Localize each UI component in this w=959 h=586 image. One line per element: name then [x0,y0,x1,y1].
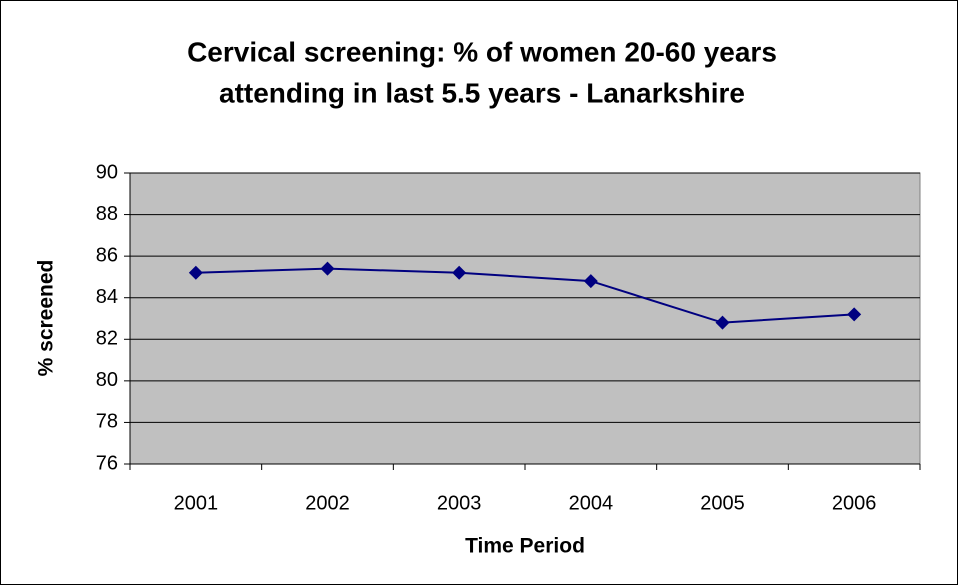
marker [847,307,862,322]
y-tick-label: 76 [96,452,118,474]
marker [188,265,203,280]
x-tick-label: 2003 [437,492,482,514]
y-tick-label: 84 [96,286,118,308]
x-tick-label: 2006 [832,492,877,514]
marker [583,274,598,289]
x-tick-label: 2005 [700,492,745,514]
x-tick-label: 2002 [305,492,350,514]
y-tick-label: 78 [96,411,118,433]
x-tick-label: 2004 [569,492,614,514]
chart-title: Cervical screening: % of women 20-60 yea… [187,36,777,67]
y-tick-label: 90 [96,161,118,183]
y-tick-label: 80 [96,369,118,391]
y-tick-label: 82 [96,328,118,350]
y-tick-label: 86 [96,244,118,266]
x-axis-title: Time Period [465,535,585,558]
marker [715,315,730,330]
marker [320,261,335,276]
y-tick-label: 88 [96,203,118,225]
chart-title: attending in last 5.5 years - Lanarkshir… [219,77,745,108]
line [195,267,855,324]
marker [452,265,467,280]
x-tick-label: 2001 [174,492,219,514]
y-axis-title: % screened [35,260,58,377]
